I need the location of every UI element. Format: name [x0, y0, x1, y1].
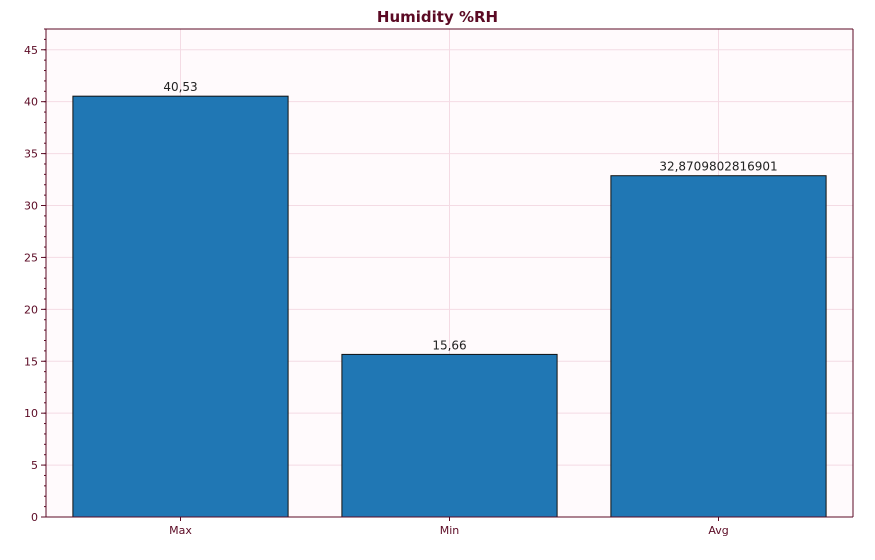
- x-tick-label: Max: [169, 524, 192, 537]
- data-label: 40,53: [163, 80, 197, 94]
- y-tick-label: 15: [24, 355, 38, 368]
- bar-min: [341, 353, 558, 518]
- y-tick-label: 30: [24, 200, 38, 213]
- y-tick-label: 20: [24, 303, 38, 316]
- bar-avg: [610, 175, 827, 518]
- y-tick-label: 35: [24, 148, 38, 161]
- y-tick-label: 40: [24, 96, 38, 109]
- bar-max: [72, 95, 289, 518]
- data-label: 15,66: [432, 338, 466, 352]
- y-tick-label: 0: [31, 511, 38, 524]
- data-label: 32,8709802816901: [659, 160, 777, 174]
- y-tick-label: 5: [31, 459, 38, 472]
- x-tick-label: Avg: [708, 524, 728, 537]
- y-tick-label: 10: [24, 407, 38, 420]
- y-tick-label: 45: [24, 44, 38, 57]
- chart-title: Humidity %RH: [376, 8, 499, 26]
- y-tick-label: 25: [24, 251, 38, 264]
- x-tick-label: Min: [440, 524, 460, 537]
